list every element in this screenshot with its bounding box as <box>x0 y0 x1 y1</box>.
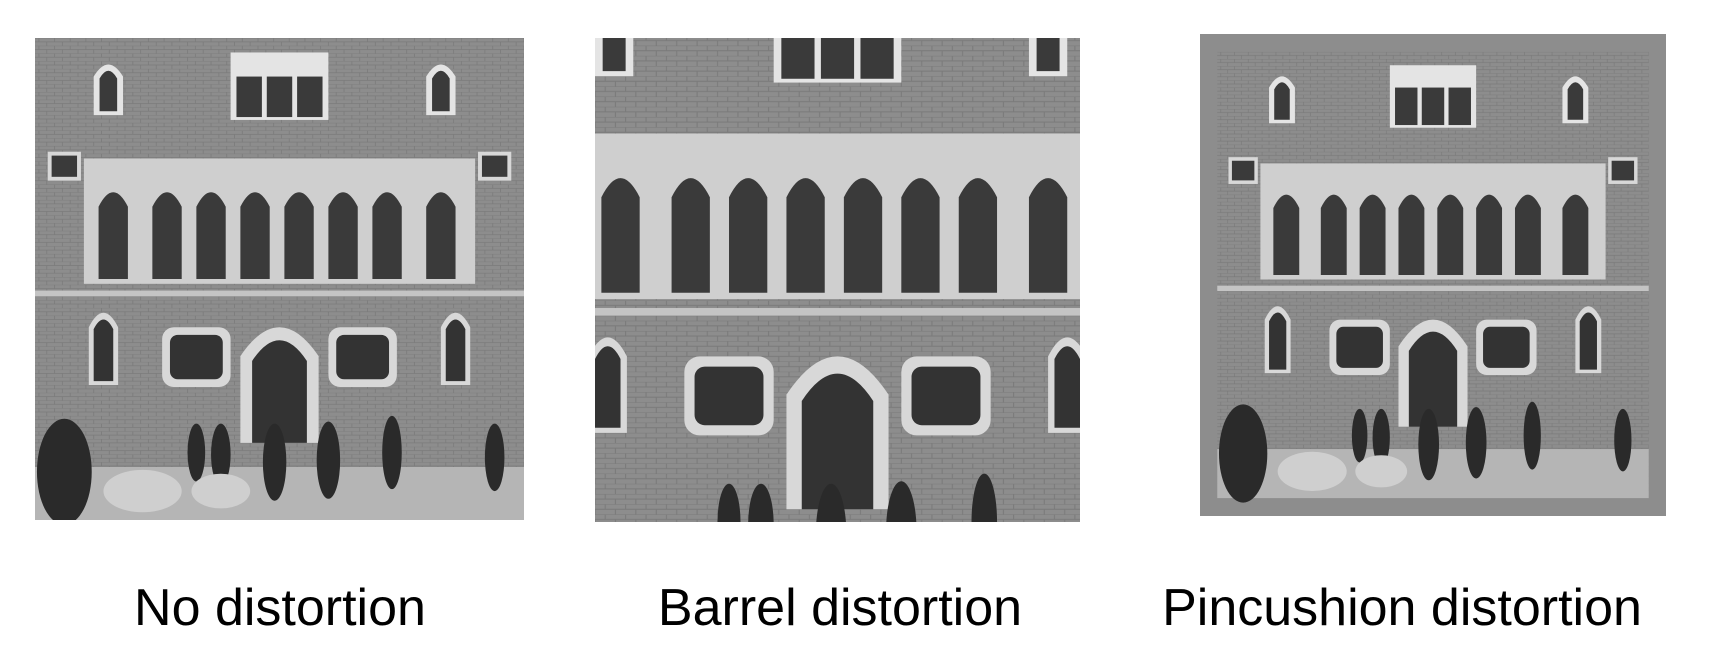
panel-barrel-distortion: Barrel distortion <box>560 0 1100 650</box>
photo-barrel-distortion <box>595 38 1080 522</box>
photo-no-distortion <box>35 38 524 520</box>
building-facade-pincushion-icon <box>1200 34 1666 516</box>
caption-barrel-distortion: Barrel distortion <box>657 579 1023 637</box>
caption-no-distortion: No distortion <box>134 579 426 637</box>
building-facade-undistorted-icon <box>35 38 524 520</box>
building-facade-barrel-icon <box>595 38 1080 522</box>
caption-pincushion-distortion: Pincushion distortion <box>1162 579 1642 637</box>
photo-pincushion-distortion <box>1200 34 1666 516</box>
panel-no-distortion: No distortion <box>0 0 540 650</box>
panel-pincushion-distortion: Pincushion distortion <box>1130 0 1670 650</box>
